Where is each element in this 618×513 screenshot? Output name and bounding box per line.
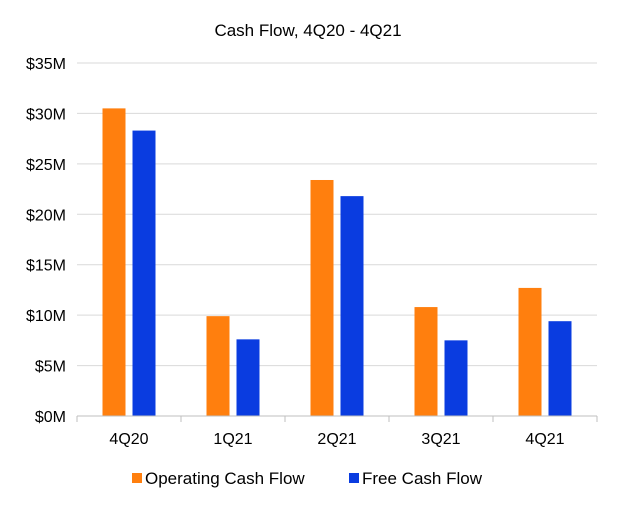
legend-item-free-cash-flow: Free Cash Flow (349, 469, 483, 488)
bar-operating-cash-flow-2q21 (310, 179, 334, 416)
y-tick-label: $30M (26, 106, 66, 123)
bar-free-cash-flow-3q21 (444, 340, 468, 416)
x-axis (76, 415, 598, 422)
legend: Operating Cash Flow Free Cash Flow (132, 469, 483, 488)
x-tick-label: 2Q21 (317, 431, 356, 448)
y-tick-label: $15M (26, 258, 66, 275)
bar-free-cash-flow-4q20 (132, 130, 156, 416)
bar-free-cash-flow-2q21 (340, 196, 364, 416)
x-axis-tick-labels: 4Q20 1Q21 2Q21 3Q21 4Q21 (109, 431, 564, 448)
bar-operating-cash-flow-4q21 (518, 287, 542, 416)
y-tick-label: $35M (26, 56, 66, 73)
legend-swatch (349, 473, 359, 483)
y-tick-label: $25M (26, 157, 66, 174)
y-tick-label: $0M (35, 409, 66, 426)
x-tick-label: 1Q21 (213, 431, 252, 448)
chart-title: Cash Flow, 4Q20 - 4Q21 (214, 21, 401, 40)
bars (102, 108, 572, 416)
legend-label: Free Cash Flow (362, 469, 483, 488)
x-tick-label: 4Q21 (525, 431, 564, 448)
x-tick-label: 3Q21 (421, 431, 460, 448)
bar-free-cash-flow-1q21 (236, 339, 260, 416)
y-tick-label: $5M (35, 359, 66, 376)
bar-operating-cash-flow-1q21 (206, 316, 230, 416)
bar-free-cash-flow-4q21 (548, 321, 572, 416)
x-tick-label: 4Q20 (109, 431, 148, 448)
y-tick-label: $20M (26, 207, 66, 224)
legend-swatch (132, 473, 142, 483)
legend-label: Operating Cash Flow (145, 469, 305, 488)
bar-operating-cash-flow-4q20 (102, 108, 126, 416)
y-axis-tick-labels: $0M $5M $10M $15M $20M $25M $30M $35M (26, 56, 66, 426)
legend-item-operating-cash-flow: Operating Cash Flow (132, 469, 305, 488)
bar-operating-cash-flow-3q21 (414, 307, 438, 416)
y-tick-label: $10M (26, 308, 66, 325)
gridlines (77, 62, 597, 367)
